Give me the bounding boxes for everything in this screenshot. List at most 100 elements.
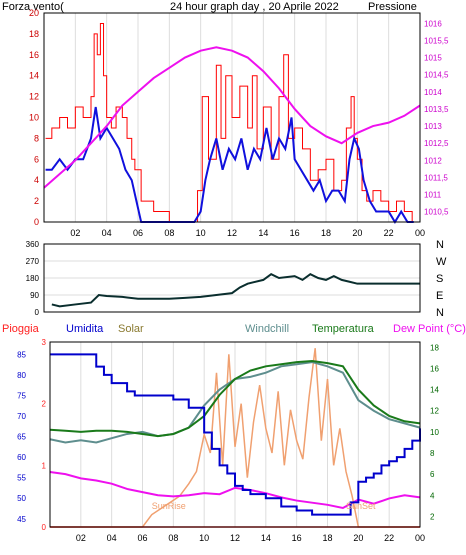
chart3-x-tick: 14 <box>261 533 271 543</box>
chart1-y-tick-right: 1010,5 <box>424 208 449 217</box>
chart1-y-tick-right: 1012 <box>424 156 442 165</box>
chart3-x-tick: 00 <box>415 533 425 543</box>
chart1-series <box>43 22 421 224</box>
compass-label: N <box>436 239 444 251</box>
chart3-x-tick: 02 <box>76 533 86 543</box>
chart1-x-tick: 04 <box>102 228 112 238</box>
chart3-y-tick-temp: 18 <box>430 343 439 352</box>
chart1-y-tick-left: 14 <box>29 71 39 81</box>
chart3-y-tick-humidity: 85 <box>17 350 26 359</box>
chart3-y-tick-temp: 2 <box>430 512 435 521</box>
wind-average-line <box>45 106 414 224</box>
chart3-y-tick-humidity: 55 <box>17 474 26 483</box>
chart1-y-tick-left: 8 <box>34 133 39 143</box>
chart1-y-tick-right: 1011 <box>424 191 442 200</box>
chart2-grid <box>44 243 420 313</box>
chart3-y-tick-rain: 2 <box>42 400 47 409</box>
chart1-x-tick: 02 <box>70 228 80 238</box>
chart1-x-tick: 12 <box>227 228 237 238</box>
compass-label: E <box>436 290 443 302</box>
chart1-y-tick-right: 1013,5 <box>424 105 449 114</box>
chart3-y-tick-humidity: 70 <box>17 412 26 421</box>
legend-item: Windchill <box>245 323 289 335</box>
chart1-y-tick-right: 1016 <box>424 19 442 28</box>
chart3-y-tick-humidity: 65 <box>17 433 26 442</box>
legend-item: Solar <box>118 323 144 335</box>
chart3-frame <box>49 341 421 528</box>
compass-label: S <box>436 273 443 285</box>
chart3-x-tick: 04 <box>107 533 117 543</box>
chart2-y-tick: 360 <box>26 240 40 249</box>
chart1-y-tick-right: 1014 <box>424 88 442 97</box>
chart1-y-tick-right: 1015 <box>424 54 442 63</box>
wind-direction-line <box>51 273 420 308</box>
chart1-y-tick-left: 20 <box>29 8 39 18</box>
compass-label: W <box>436 256 447 268</box>
chart2-y-tick: 270 <box>26 257 40 266</box>
chart3-y-tick-humidity: 80 <box>17 371 26 380</box>
chart1-y-tick-right: 1013 <box>424 122 442 131</box>
chart3-y-tick-rain: 3 <box>42 338 47 347</box>
chart1-y-tick-left: 0 <box>34 217 39 227</box>
chart1-y-tick-left: 18 <box>29 29 39 39</box>
chart3-x-tick: 16 <box>292 533 302 543</box>
chart2-y-tick: 90 <box>30 291 39 300</box>
chart2-frame <box>43 243 421 313</box>
legend-item: Dew Point (°C) <box>393 323 466 335</box>
sunset-label: SunSet <box>346 501 376 511</box>
chart2-y-tick: 0 <box>35 308 40 317</box>
wind-gust-line <box>45 22 413 223</box>
chart3-y-tick-temp: 10 <box>430 428 439 437</box>
legend-item: Pioggia <box>2 323 40 335</box>
chart3-x-tick: 06 <box>137 533 147 543</box>
chart1-x-tick: 14 <box>258 228 268 238</box>
solar-line <box>50 348 420 528</box>
chart3-y-tick-rain: 0 <box>42 523 47 532</box>
chart3-legend: Pioggia Umidita Solar Windchill Temperatura D… <box>2 323 466 335</box>
legend-item: Umidita <box>66 323 104 335</box>
chart1-y-tick-right: 1015,5 <box>424 36 449 45</box>
sunrise-label: SunRise <box>152 501 186 511</box>
chart3-y-tick-temp: 8 <box>430 449 435 458</box>
compass-label: N <box>436 307 444 319</box>
chart3-y-tick-humidity: 75 <box>17 391 26 400</box>
chart3-y-tick-temp: 6 <box>430 470 435 479</box>
chart1-y-tick-right: 1014,5 <box>424 71 449 80</box>
chart2-series <box>51 273 420 308</box>
chart3-x-tick: 18 <box>322 533 332 543</box>
chart1-y-tick-left: 2 <box>34 196 39 206</box>
chart1-x-tick: 20 <box>352 228 362 238</box>
temperature-line <box>49 360 421 438</box>
chart1-y-tick-left: 16 <box>29 50 39 60</box>
chart2-y-tick: 180 <box>26 274 40 283</box>
chart3-y-tick-humidity: 60 <box>17 453 26 462</box>
chart3-x-tick: 08 <box>168 533 178 543</box>
chart3-y-tick-humidity: 45 <box>17 515 26 524</box>
chart1-x-tick: 22 <box>384 228 394 238</box>
chart1-x-tick: 00 <box>415 228 425 238</box>
chart3-y-tick-temp: 14 <box>430 386 439 395</box>
right-axis-title: Pressione <box>368 1 417 13</box>
chart3-y-tick-temp: 12 <box>430 407 439 416</box>
chart3-x-tick: 20 <box>353 533 363 543</box>
chart1-y-tick-left: 10 <box>29 113 39 123</box>
chart3-y-tick-temp: 4 <box>430 491 435 500</box>
chart1-y-tick-left: 6 <box>34 154 39 164</box>
chart1-x-tick: 08 <box>164 228 174 238</box>
chart1-x-tick: 06 <box>133 228 143 238</box>
pressure-line <box>43 46 421 189</box>
chart1-y-tick-right: 1012,5 <box>424 139 449 148</box>
chart3-y-tick-humidity: 50 <box>17 494 26 503</box>
legend-item: Temperatura <box>312 323 375 335</box>
chart1-x-tick: 18 <box>321 228 331 238</box>
chart3-y-tick-temp: 16 <box>430 364 439 373</box>
chart1-ticks: 02 04 06 08 10 12 14 16 18 20 22 000246810121416182… <box>29 8 449 238</box>
chart1-y-tick-right: 1011,5 <box>424 173 448 182</box>
chart1-x-tick: 16 <box>290 228 300 238</box>
chart-title: 24 hour graph day , 20 Aprile 2022 <box>170 1 339 13</box>
chart3-x-tick: 10 <box>199 533 209 543</box>
left-axis-title: Forza vento( <box>2 1 64 13</box>
chart1-y-tick-left: 12 <box>29 92 39 102</box>
